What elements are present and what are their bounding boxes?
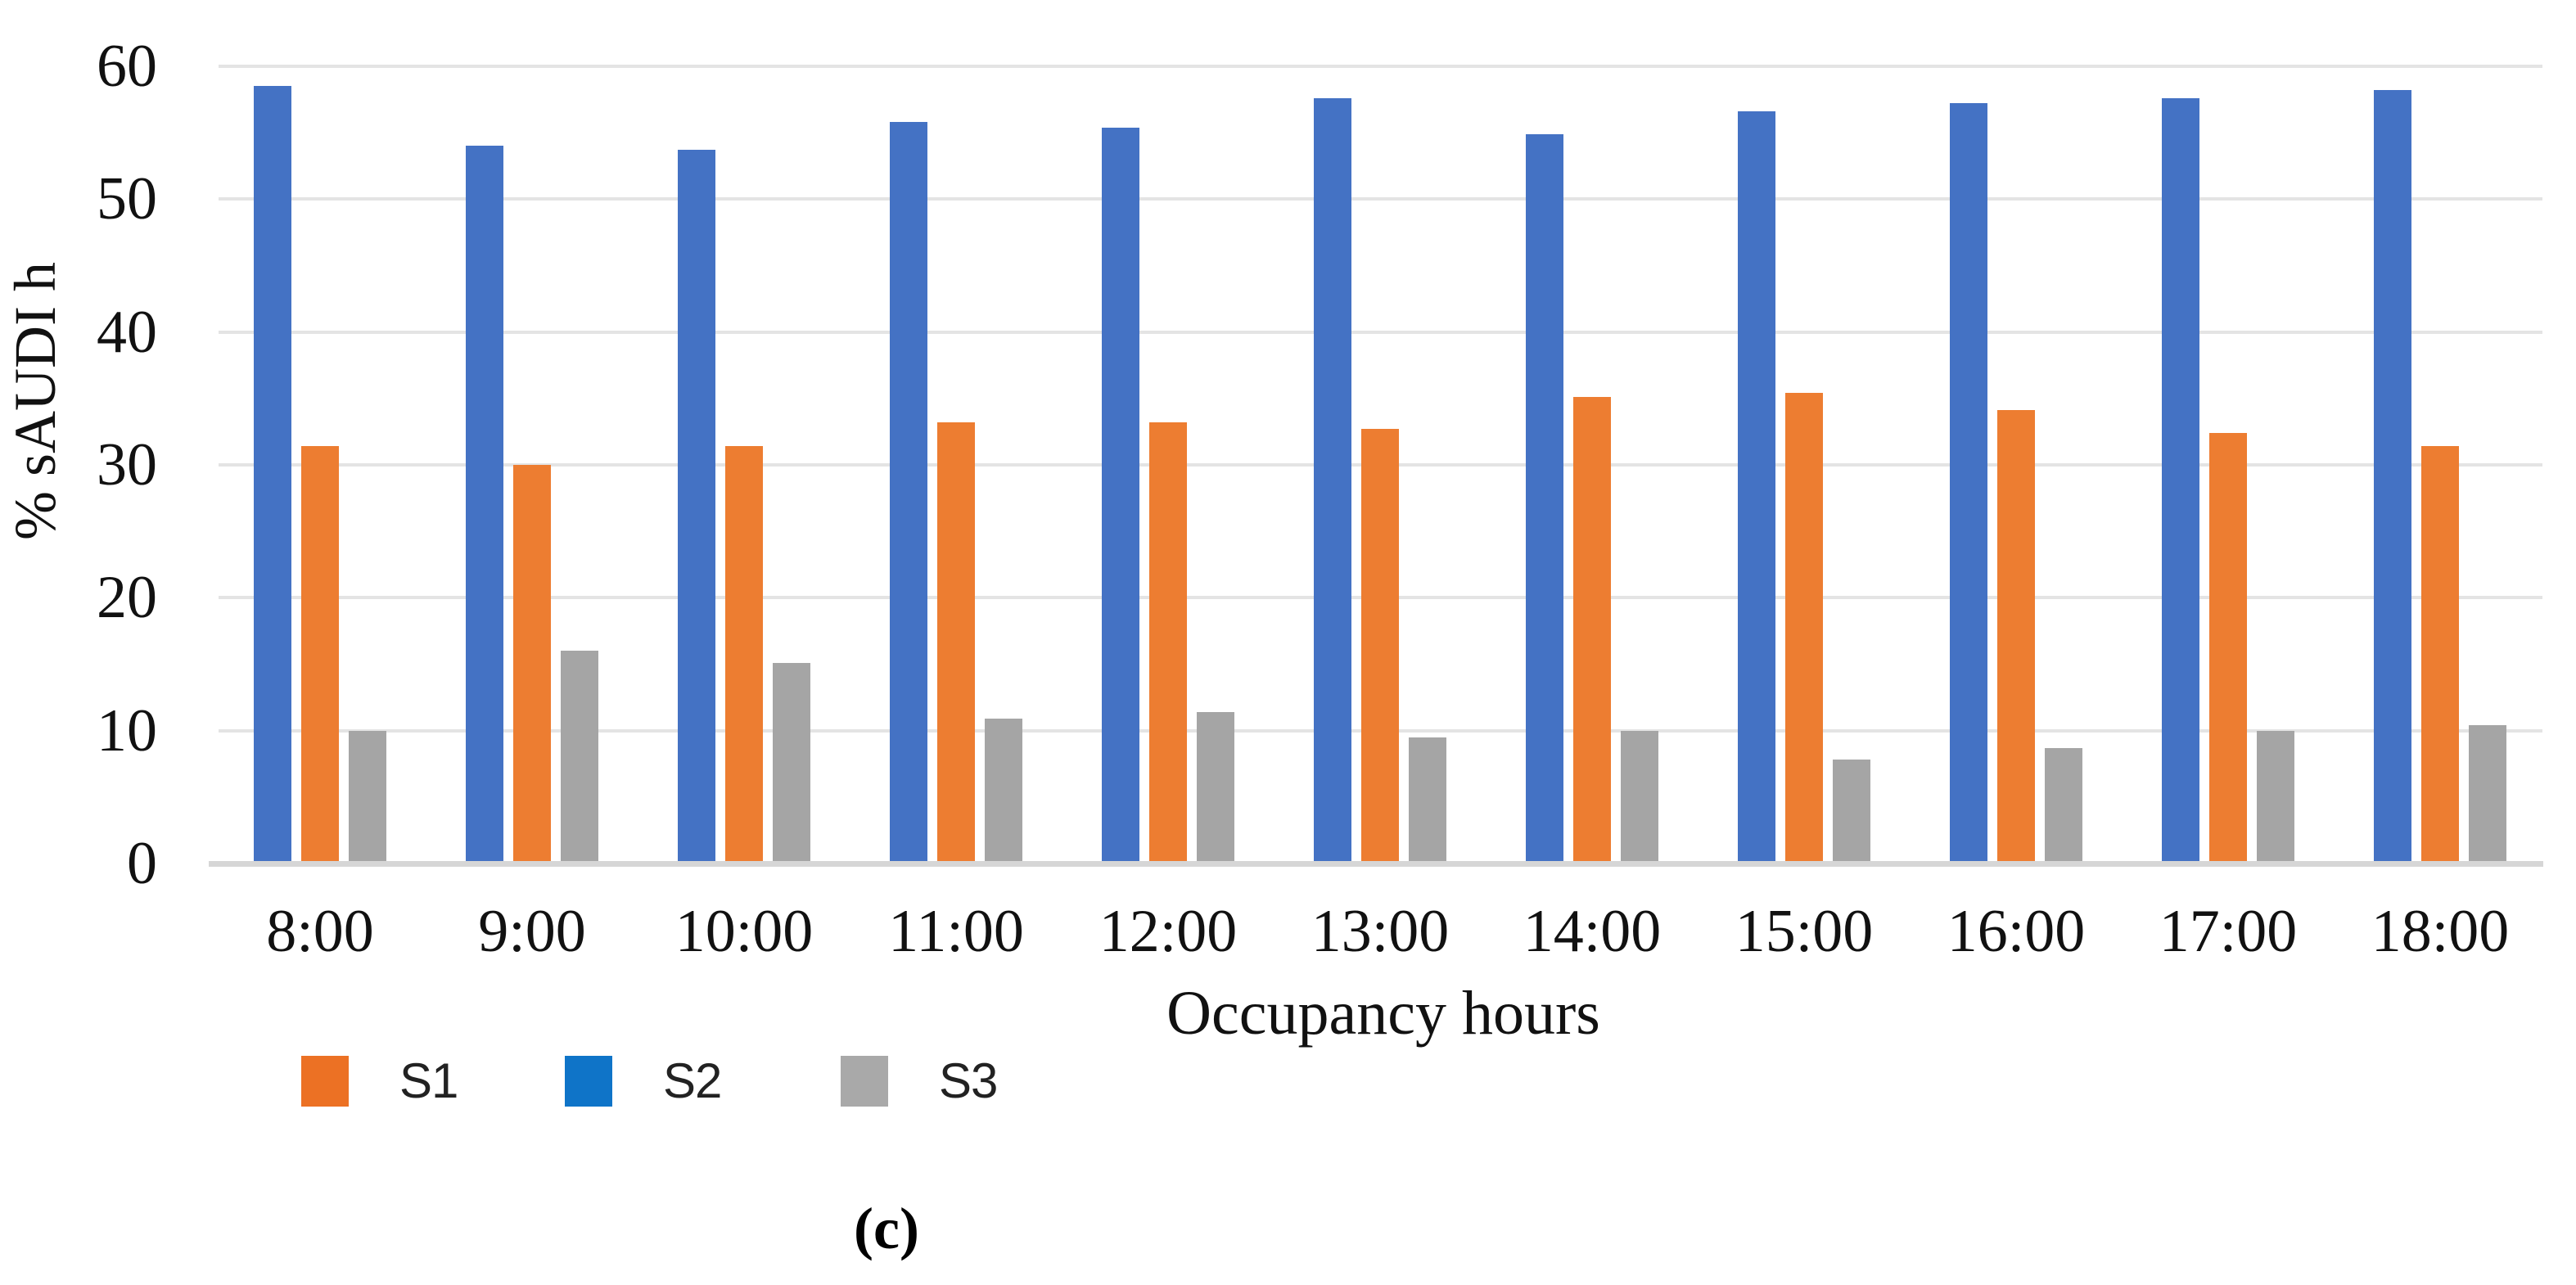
bar-s3-16:00: [2045, 748, 2082, 863]
legend-swatch-s2: [565, 1056, 612, 1107]
legend-item-s2: S2: [565, 1053, 722, 1108]
bar-s3-14:00: [1621, 731, 1658, 863]
bar-s2-11:00: [890, 122, 927, 863]
bar-s1-9:00: [513, 465, 551, 863]
legend-item-s1: S1: [301, 1055, 458, 1107]
bar-s1-15:00: [1785, 393, 1823, 863]
y-tick-label-0: 0: [127, 830, 157, 897]
bar-s1-8:00: [301, 446, 339, 863]
bar-s1-13:00: [1361, 429, 1399, 863]
legend-swatch-s1: [301, 1056, 349, 1107]
x-tick-label-17:00: 17:00: [2159, 898, 2298, 965]
legend-item-s3: S3: [841, 1053, 998, 1108]
gridline-50: [219, 197, 2542, 201]
x-tick-label-15:00: 15:00: [1735, 898, 1874, 965]
y-tick-label-40: 40: [97, 298, 157, 366]
bar-s3-17:00: [2257, 731, 2294, 863]
legend-label-s1: S1: [399, 1053, 458, 1108]
y-tick-label-20: 20: [97, 564, 157, 632]
gridline-40: [219, 330, 2542, 334]
bar-s2-12:00: [1102, 128, 1139, 863]
x-tick-label-10:00: 10:00: [674, 898, 814, 965]
bar-s2-8:00: [254, 86, 291, 863]
y-tick-label-50: 50: [97, 165, 157, 233]
x-tick-label-13:00: 13:00: [1311, 898, 1450, 965]
x-tick-label-14:00: 14:00: [1523, 898, 1662, 965]
x-tick-label-11:00: 11:00: [888, 898, 1024, 965]
bar-s2-16:00: [1950, 103, 1987, 863]
bar-s3-8:00: [349, 731, 386, 863]
bar-s3-18:00: [2469, 725, 2506, 863]
y-tick-label-10: 10: [97, 697, 157, 764]
bar-s3-15:00: [1833, 760, 1870, 863]
x-axis-title: Occupancy hours: [1166, 979, 1600, 1048]
x-tick-label-18:00: 18:00: [2371, 898, 2510, 965]
bar-s2-10:00: [678, 150, 715, 863]
x-tick-label-16:00: 16:00: [1947, 898, 2086, 965]
bar-s1-17:00: [2209, 433, 2247, 863]
bar-s1-12:00: [1149, 422, 1187, 863]
bar-s2-18:00: [2374, 90, 2411, 863]
bar-s2-17:00: [2162, 98, 2199, 863]
bar-s2-14:00: [1526, 134, 1563, 863]
bar-s1-14:00: [1573, 397, 1611, 863]
bar-s2-15:00: [1738, 111, 1775, 863]
bar-s3-13:00: [1409, 737, 1446, 863]
bar-s3-12:00: [1197, 712, 1234, 863]
y-tick-label-60: 60: [97, 33, 157, 100]
bar-s2-13:00: [1314, 98, 1351, 863]
gridline-60: [219, 65, 2542, 68]
plot-area: [219, 65, 2542, 863]
figure-caption: (c): [854, 1196, 919, 1261]
bar-s2-9:00: [466, 146, 503, 863]
bar-s3-9:00: [561, 651, 598, 863]
x-tick-label-8:00: 8:00: [266, 898, 374, 965]
x-tick-label-12:00: 12:00: [1099, 898, 1238, 965]
bar-s1-10:00: [725, 446, 763, 863]
y-tick-label-30: 30: [97, 431, 157, 498]
bar-s1-18:00: [2421, 446, 2459, 863]
bar-s3-10:00: [773, 663, 810, 863]
bar-s1-16:00: [1997, 410, 2035, 863]
legend-label-s3: S3: [939, 1053, 998, 1108]
x-axis-line: [209, 861, 2543, 867]
legend-label-s2: S2: [663, 1053, 722, 1108]
x-tick-label-9:00: 9:00: [478, 898, 586, 965]
legend-swatch-s3: [841, 1056, 888, 1107]
bar-s3-11:00: [985, 719, 1022, 863]
bar-s1-11:00: [937, 422, 975, 863]
